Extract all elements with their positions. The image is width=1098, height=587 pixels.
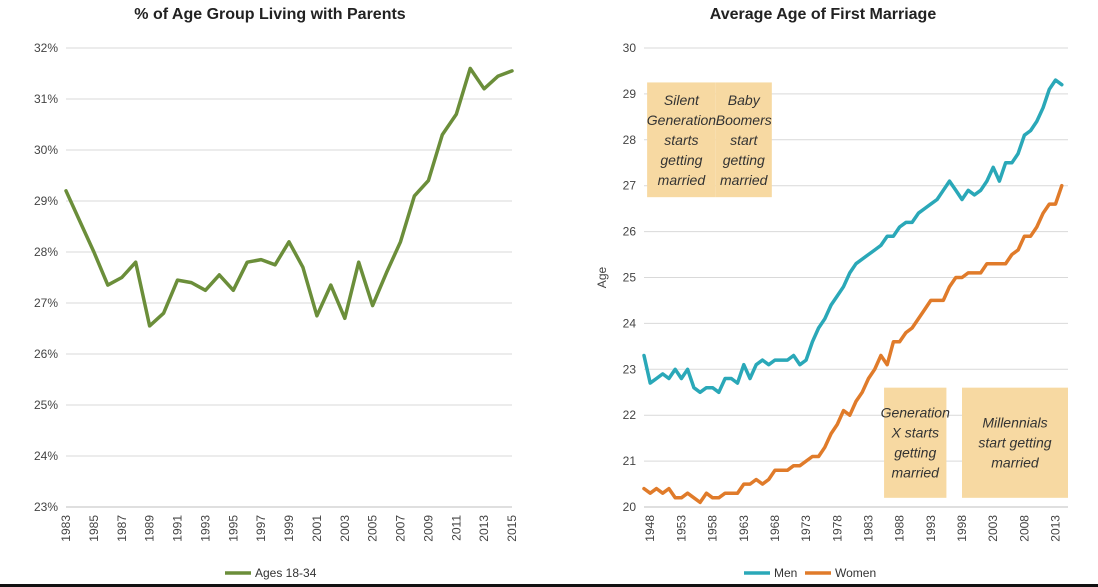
x-tick-label: 1998 bbox=[955, 515, 969, 542]
series-line-ages-18-34 bbox=[64, 66, 514, 328]
y-tick-label: 24% bbox=[34, 449, 58, 463]
annotation-background bbox=[962, 387, 1068, 498]
y-tick-label: 29% bbox=[34, 194, 58, 208]
x-tick-label: 2003 bbox=[338, 515, 352, 542]
x-tick-label: 1999 bbox=[282, 515, 296, 542]
x-tick-label: 2005 bbox=[366, 515, 380, 542]
left-chart-panel: % of Age Group Living with Parents 23% 24… bbox=[0, 0, 540, 587]
x-tick-label: 1973 bbox=[799, 515, 813, 542]
y-tick-label: 23% bbox=[34, 500, 58, 514]
annotation-text-line: start getting bbox=[978, 435, 1051, 451]
x-tick-label: 1958 bbox=[706, 515, 720, 542]
annotation-text-line: Generation bbox=[647, 112, 716, 128]
y-axis-label: Age bbox=[595, 267, 609, 289]
annotation-text-line: married bbox=[658, 172, 707, 188]
x-tick-label: 1988 bbox=[893, 515, 907, 542]
x-tick-label: 1978 bbox=[830, 515, 844, 542]
annotation-text-line: Silent bbox=[664, 92, 700, 108]
annotation-text-line: married bbox=[892, 465, 941, 481]
legend-item: Women bbox=[805, 566, 876, 580]
y-tick-label: 23 bbox=[623, 362, 637, 376]
x-tick-label: 1997 bbox=[254, 515, 268, 542]
annotation-text-line: start bbox=[730, 132, 758, 148]
y-tick-label: 30% bbox=[34, 143, 58, 157]
x-tick-label: 2015 bbox=[505, 515, 519, 542]
annotation-text-line: getting bbox=[723, 152, 765, 168]
x-tick-label: 1993 bbox=[924, 515, 938, 542]
legend-label: Men bbox=[774, 566, 797, 580]
x-tick-label: 1963 bbox=[737, 515, 751, 542]
annotation-text-line: starts bbox=[664, 132, 698, 148]
series-line-women bbox=[642, 183, 1064, 505]
annotation-text-line: getting bbox=[660, 152, 702, 168]
x-tick-label: 2013 bbox=[1049, 515, 1063, 542]
y-tick-label: 31% bbox=[34, 92, 58, 106]
x-tick-label: 1983 bbox=[59, 515, 73, 542]
bottom-rule bbox=[0, 584, 1098, 587]
x-tick-label: 1983 bbox=[861, 515, 875, 542]
annotation-text-line: Millennials bbox=[982, 415, 1047, 431]
x-tick-label: 1948 bbox=[643, 515, 657, 542]
x-tick-label: 1993 bbox=[198, 515, 212, 542]
y-tick-label: 25% bbox=[34, 398, 58, 412]
y-tick-label: 28 bbox=[623, 133, 637, 147]
chart-title: % of Age Group Living with Parents bbox=[134, 6, 406, 23]
annotation-text-line: married bbox=[991, 455, 1040, 471]
x-tick-label: 1968 bbox=[768, 515, 782, 542]
y-tick-label: 25 bbox=[623, 271, 637, 285]
x-tick-label: 1995 bbox=[226, 515, 240, 542]
y-tick-label: 22 bbox=[623, 408, 637, 422]
y-tick-label: 27% bbox=[34, 296, 58, 310]
y-tick-label: 27 bbox=[623, 179, 637, 193]
legend-label: Ages 18-34 bbox=[255, 566, 317, 580]
annotation-text-line: X starts bbox=[891, 425, 939, 441]
y-tick-label: 26 bbox=[623, 225, 637, 239]
y-tick-label: 28% bbox=[34, 245, 58, 259]
y-tick-label: 32% bbox=[34, 41, 58, 55]
y-tick-label: 24 bbox=[623, 316, 637, 330]
annotation-box: Millennials start getting married bbox=[962, 387, 1068, 498]
legend-item: Men bbox=[744, 566, 797, 580]
x-tick-label: 2009 bbox=[421, 515, 435, 542]
annotation-text-line: getting bbox=[894, 445, 936, 461]
x-tick-label: 1989 bbox=[143, 515, 157, 542]
x-tick-label: 1985 bbox=[87, 515, 101, 542]
x-tick-label: 1953 bbox=[674, 515, 688, 542]
x-tick-label: 2007 bbox=[394, 515, 408, 542]
annotation-text-line: Generation bbox=[881, 405, 950, 421]
y-tick-label: 30 bbox=[623, 41, 637, 55]
annotation-box: Baby Boomers start getting married bbox=[715, 82, 772, 198]
x-tick-label: 2013 bbox=[477, 515, 491, 542]
x-tick-label: 1991 bbox=[171, 515, 185, 542]
y-tick-label: 29 bbox=[623, 87, 637, 101]
living-with-parents-chart: 23% 24% 25% 26% 27% 28% 29% 30% 31% 32% 1983 1985 19… bbox=[34, 41, 519, 580]
x-tick-label: 2001 bbox=[310, 515, 324, 542]
series-line-men bbox=[642, 78, 1064, 395]
chart-title: Average Age of First Marriage bbox=[709, 6, 937, 23]
right-chart-panel: Average Age of First Marriage 20 21 22 23 24… bbox=[548, 0, 1098, 587]
x-tick-label: 2003 bbox=[986, 515, 1000, 542]
legend-label: Women bbox=[835, 566, 876, 580]
y-tick-label: 20 bbox=[623, 500, 637, 514]
legend-item: Ages 18-34 bbox=[225, 566, 317, 580]
annotation-text-line: Boomers bbox=[716, 112, 772, 128]
annotation-background bbox=[884, 387, 947, 498]
annotation-background bbox=[647, 82, 716, 198]
annotation-text-line: Baby bbox=[728, 92, 761, 108]
first-marriage-age-chart: 20 21 22 23 24 25 26 27 28 29 30 Silent Generation st… bbox=[595, 41, 1068, 580]
annotation-box: Generation X starts getting married bbox=[881, 387, 950, 498]
y-tick-label: 21 bbox=[623, 454, 637, 468]
x-tick-label: 1987 bbox=[115, 515, 129, 542]
x-tick-label: 2011 bbox=[449, 515, 463, 541]
y-tick-label: 26% bbox=[34, 347, 58, 361]
annotation-background bbox=[715, 82, 772, 198]
x-tick-label: 2008 bbox=[1017, 515, 1031, 542]
annotation-text-line: married bbox=[720, 172, 769, 188]
annotation-box: Silent Generation starts getting married bbox=[647, 82, 716, 198]
